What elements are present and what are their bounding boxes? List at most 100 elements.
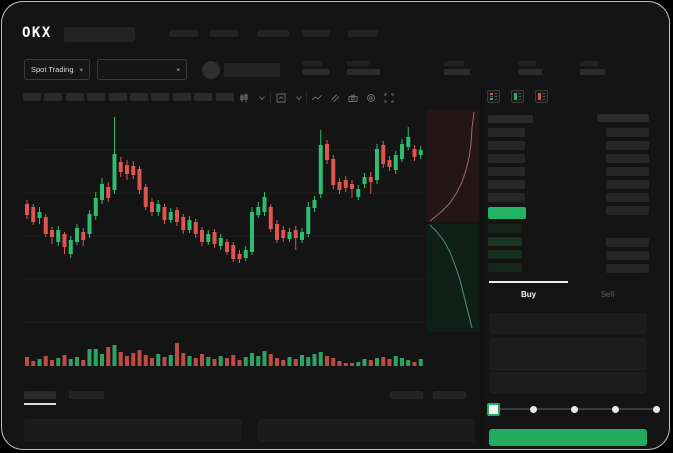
stat-label-placeholder <box>302 61 322 66</box>
orderbook-amount-header <box>597 114 649 122</box>
ask-amount-row[interactable] <box>606 128 649 137</box>
okx-logo: OKX <box>22 25 52 41</box>
stat-value-placeholder <box>444 69 470 75</box>
timeframe-button[interactable] <box>66 93 84 101</box>
stat-group <box>444 61 470 75</box>
slider-stop-dot[interactable] <box>530 406 537 413</box>
pair-dropdown[interactable]: ▾ <box>97 59 187 80</box>
nav-item-placeholder[interactable] <box>169 30 198 37</box>
ask-price-row[interactable] <box>488 193 525 202</box>
chevron-down-icon[interactable] <box>293 92 305 104</box>
book-combined-icon[interactable] <box>487 90 500 103</box>
toolbar-separator <box>306 92 307 103</box>
buy-submit-button[interactable] <box>489 429 647 446</box>
fullscreen-icon[interactable] <box>383 92 395 104</box>
bid-price-row[interactable] <box>488 237 522 246</box>
price-chart[interactable] <box>22 108 425 372</box>
ask-amount-row[interactable] <box>606 180 649 189</box>
toolbar-separator <box>233 92 234 103</box>
slider-stop-dot[interactable] <box>612 406 619 413</box>
candlestick-chart <box>22 117 425 366</box>
market-type-dropdown[interactable]: Spot Trading ▾ <box>24 59 90 80</box>
timeframe-button[interactable] <box>109 93 127 101</box>
book-asks-icon[interactable] <box>535 90 548 103</box>
ask-price-row[interactable] <box>488 128 525 137</box>
toolbar-separator <box>270 92 271 103</box>
stat-label-placeholder <box>580 61 599 66</box>
stat-value-placeholder <box>302 69 330 75</box>
slider-stop-dot[interactable] <box>653 406 660 413</box>
ask-price-row[interactable] <box>488 180 525 189</box>
orders-row-placeholder <box>258 419 475 442</box>
camera-icon[interactable] <box>347 92 359 104</box>
chevron-down-icon: ▾ <box>176 67 180 73</box>
bottom-tab-underline <box>24 403 56 405</box>
bottom-tab-2[interactable] <box>69 391 104 399</box>
last-price-badge[interactable] <box>488 207 526 219</box>
bottom-action-2[interactable] <box>433 391 466 399</box>
nav-item-placeholder[interactable] <box>302 30 330 37</box>
orders-row-placeholder <box>24 419 242 442</box>
bid-price-row[interactable] <box>488 224 522 233</box>
bottom-tab-active[interactable] <box>24 391 56 399</box>
ask-amount-row[interactable] <box>606 193 649 202</box>
orderbook-price-header <box>488 115 533 123</box>
compare-slash-icon[interactable] <box>329 92 341 104</box>
indicator-box-icon[interactable] <box>275 92 287 104</box>
slider-handle[interactable] <box>487 403 500 416</box>
nav-item-placeholder[interactable] <box>210 30 238 37</box>
ask-amount-row[interactable] <box>606 167 649 176</box>
timeframe-button[interactable] <box>44 93 62 101</box>
timeframe-button[interactable] <box>130 93 148 101</box>
ask-price-row[interactable] <box>488 141 525 150</box>
tab-buy[interactable]: Buy <box>520 290 537 299</box>
panel-divider <box>481 88 482 447</box>
chevron-down-icon: ▾ <box>79 67 83 73</box>
timeframe-button[interactable] <box>23 93 41 101</box>
stat-group <box>580 61 605 75</box>
bid-price-row[interactable] <box>488 250 522 259</box>
stat-label-placeholder <box>518 61 536 66</box>
stat-value-placeholder <box>518 69 542 75</box>
bid-amount-row[interactable] <box>606 238 649 247</box>
ask-amount-row[interactable] <box>606 206 649 215</box>
bid-amount-row[interactable] <box>606 251 649 260</box>
nav-item-placeholder[interactable] <box>348 30 378 37</box>
timeframe-button[interactable] <box>173 93 191 101</box>
header-search-placeholder[interactable] <box>64 27 135 42</box>
price-input[interactable] <box>489 313 647 334</box>
ask-amount-row[interactable] <box>606 141 649 150</box>
nav-item-placeholder[interactable] <box>257 30 289 37</box>
line-wave-icon[interactable] <box>311 92 323 104</box>
book-bids-icon[interactable] <box>511 90 524 103</box>
timeframe-button[interactable] <box>216 93 234 101</box>
ask-price-row[interactable] <box>488 167 525 176</box>
orderbook-view-toggles <box>487 90 548 103</box>
timeframe-button[interactable] <box>151 93 169 101</box>
ask-price-row[interactable] <box>488 154 525 163</box>
token-avatar <box>202 61 220 79</box>
stat-value-placeholder <box>580 69 605 75</box>
bid-amount-row[interactable] <box>606 264 649 273</box>
chevron-down-icon[interactable] <box>256 92 268 104</box>
bottom-action-1[interactable] <box>390 391 423 399</box>
tab-sell[interactable]: Sell <box>600 290 615 299</box>
ask-amount-row[interactable] <box>606 154 649 163</box>
timeframe-button[interactable] <box>194 93 212 101</box>
market-type-label: Spot Trading <box>31 65 74 74</box>
candle-style-icon[interactable] <box>238 92 250 104</box>
stat-value-placeholder <box>347 69 380 75</box>
amount-input[interactable] <box>489 338 647 371</box>
stat-group <box>518 61 542 75</box>
slider-stop-dot[interactable] <box>571 406 578 413</box>
stat-label-placeholder <box>444 61 464 66</box>
bid-price-row[interactable] <box>488 263 522 272</box>
total-input[interactable] <box>489 372 647 394</box>
stat-group <box>302 61 330 75</box>
timeframe-button[interactable] <box>87 93 105 101</box>
settings-gear-icon[interactable] <box>365 92 377 104</box>
active-tab-indicator <box>489 281 568 283</box>
depth-svg <box>427 110 479 332</box>
